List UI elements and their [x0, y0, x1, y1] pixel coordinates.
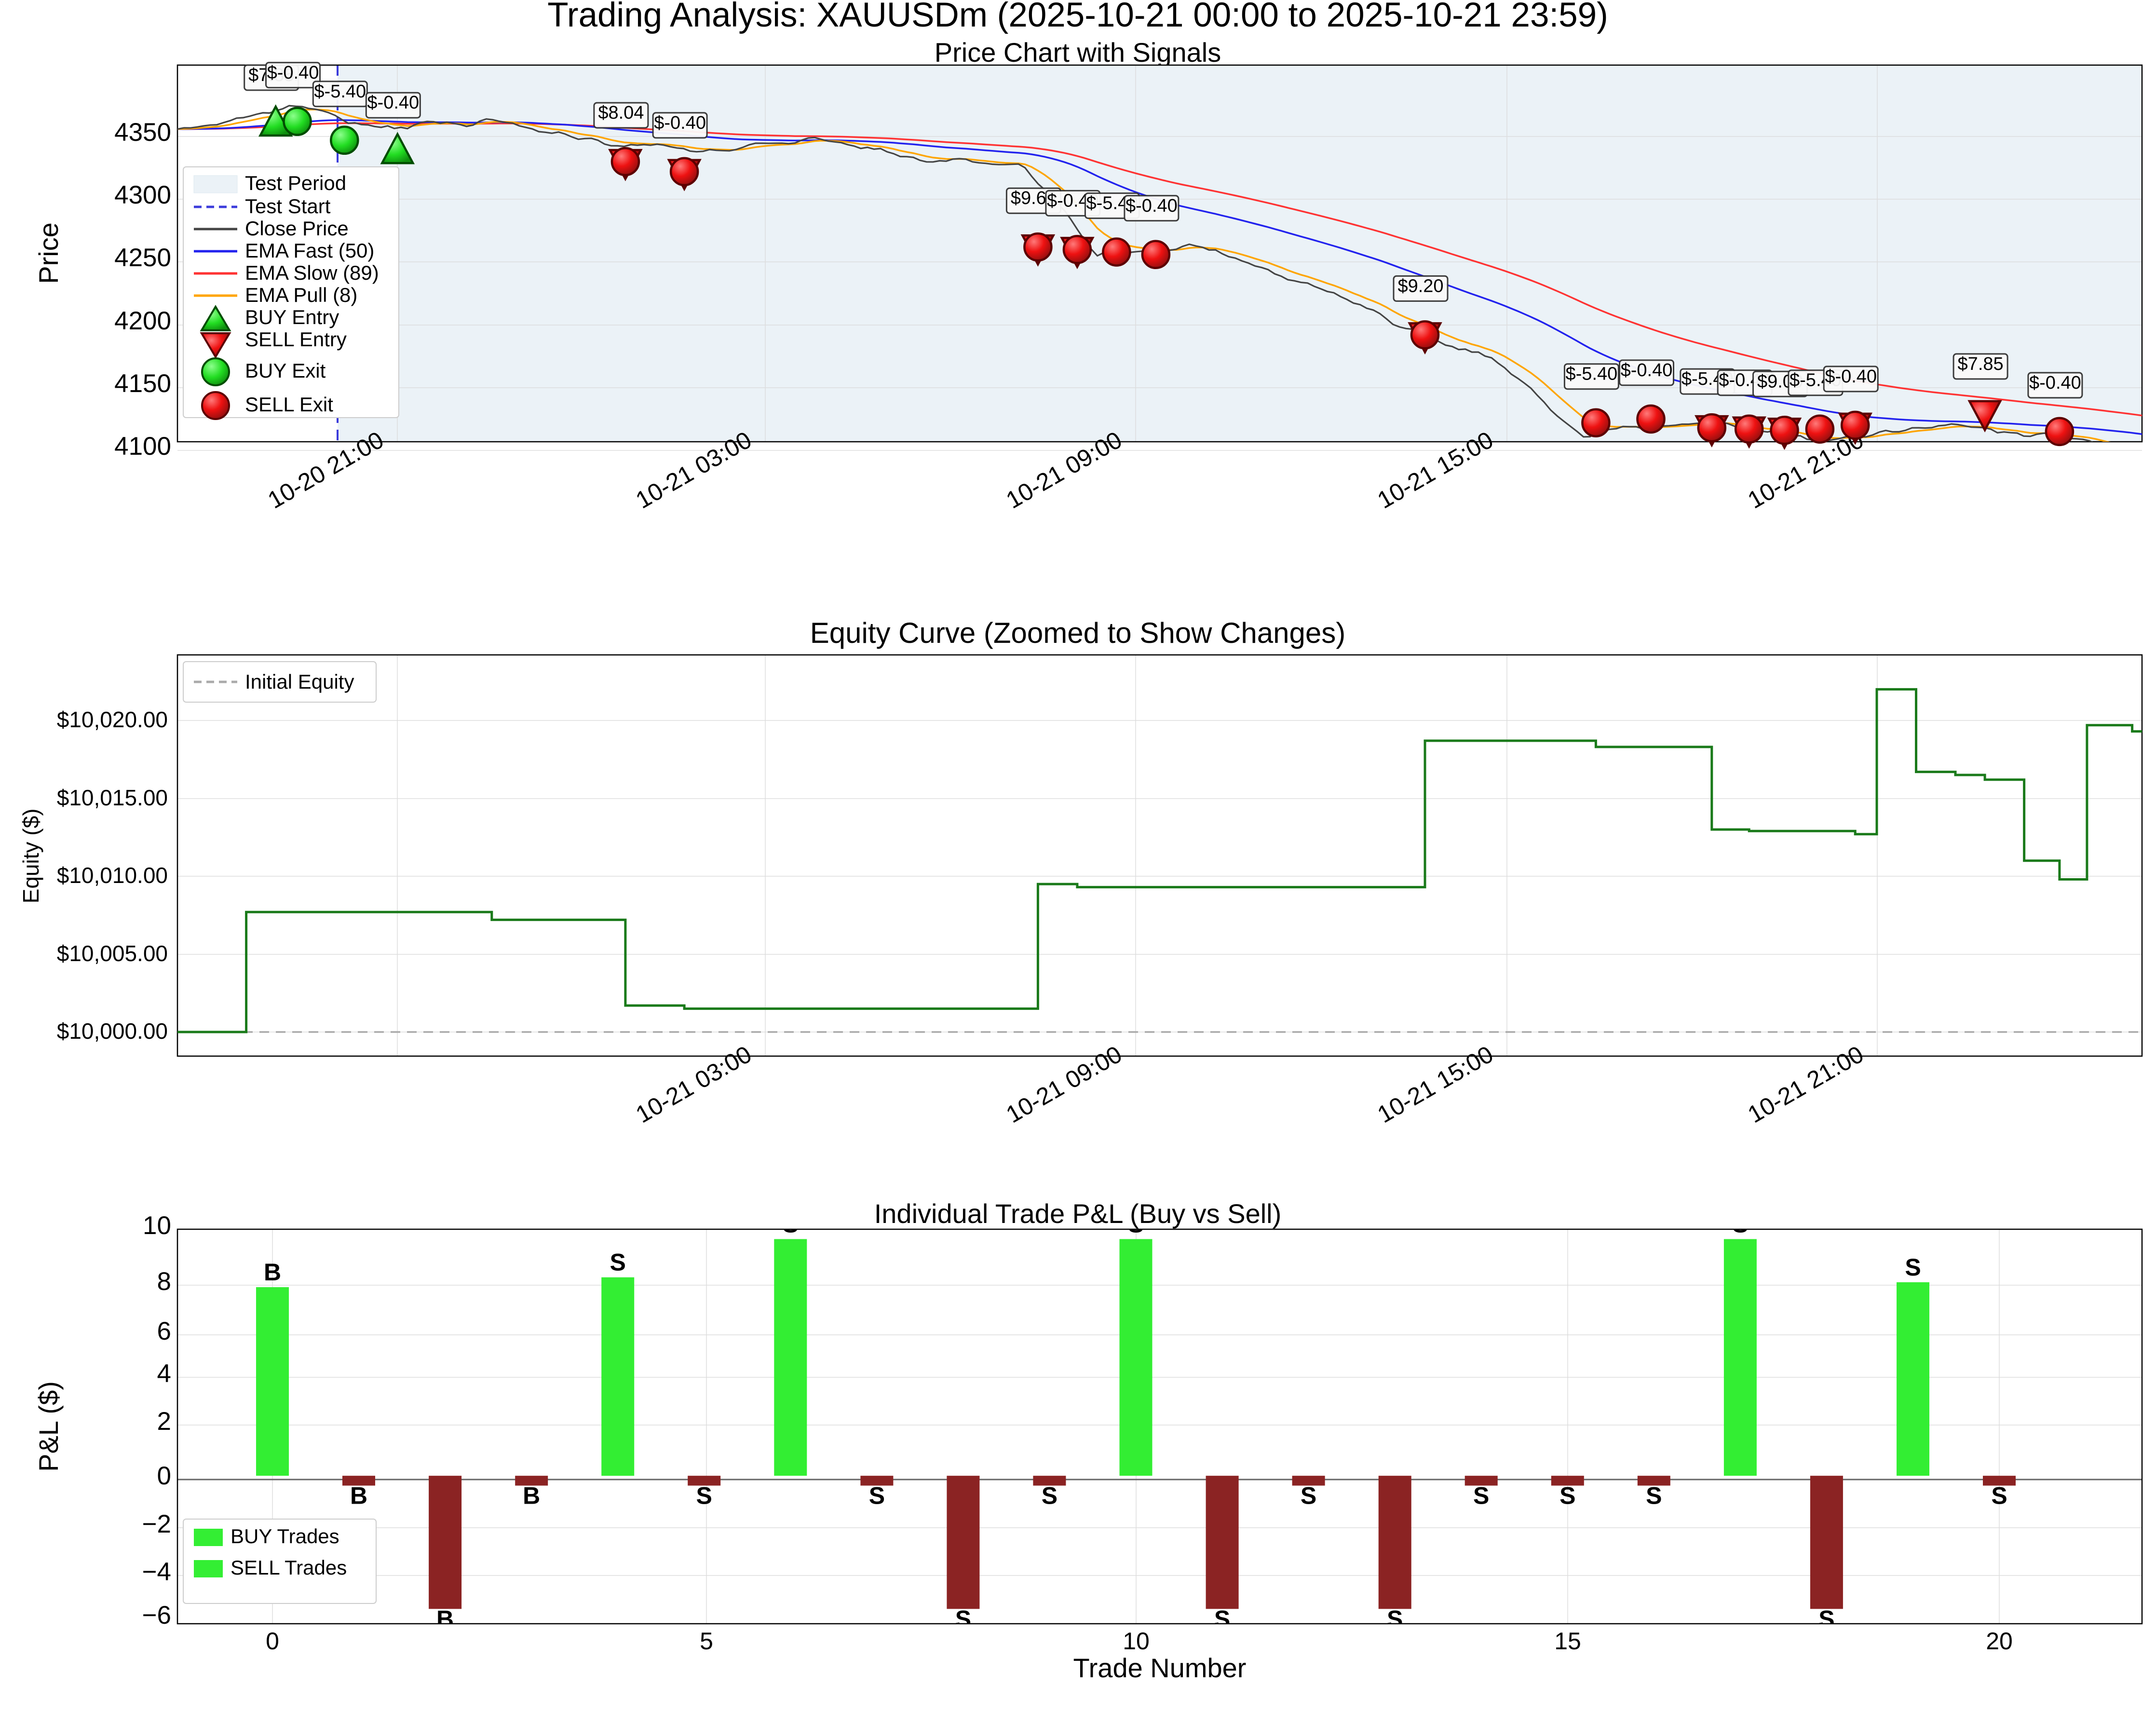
svg-text:BUY Trades: BUY Trades	[231, 1525, 339, 1548]
svg-text:4300: 4300	[114, 181, 171, 209]
svg-text:S: S	[1905, 1254, 1921, 1281]
svg-text:BUY Entry: BUY Entry	[245, 306, 339, 328]
svg-text:Close Price: Close Price	[245, 217, 349, 240]
svg-text:$10,010.00: $10,010.00	[57, 863, 168, 888]
svg-text:$-0.40: $-0.40	[654, 113, 706, 133]
svg-text:P&L ($): P&L ($)	[33, 1381, 64, 1472]
svg-text:S: S	[1991, 1482, 2007, 1509]
svg-text:4150: 4150	[114, 369, 171, 398]
svg-text:6: 6	[157, 1317, 171, 1345]
svg-text:Test Start: Test Start	[245, 195, 331, 217]
svg-text:0: 0	[266, 1628, 279, 1655]
svg-text:Test Period: Test Period	[245, 172, 346, 194]
svg-text:S: S	[1559, 1482, 1575, 1509]
svg-text:Trade Number: Trade Number	[1073, 1653, 1247, 1683]
svg-text:5: 5	[700, 1628, 713, 1655]
svg-text:SELL Exit: SELL Exit	[245, 393, 333, 416]
svg-text:S: S	[1301, 1482, 1316, 1509]
svg-text:$-5.40: $-5.40	[1566, 364, 1618, 384]
svg-text:4250: 4250	[114, 244, 171, 272]
svg-text:B: B	[264, 1259, 281, 1286]
svg-text:0: 0	[157, 1462, 171, 1490]
svg-text:$-0.40: $-0.40	[1621, 360, 1673, 380]
svg-text:Initial Equity: Initial Equity	[245, 670, 354, 693]
svg-text:S: S	[1473, 1482, 1489, 1509]
svg-text:$-0.40: $-0.40	[367, 93, 419, 113]
svg-text:Trading Analysis: XAUUSDm (202: Trading Analysis: XAUUSDm (2025-10-21 00…	[547, 0, 1608, 34]
svg-text:S: S	[696, 1482, 712, 1509]
svg-text:$-0.40: $-0.40	[2029, 373, 2081, 393]
svg-text:EMA Slow (89): EMA Slow (89)	[245, 261, 379, 284]
svg-text:SELL Trades: SELL Trades	[231, 1556, 347, 1579]
svg-text:$10,000.00: $10,000.00	[57, 1018, 168, 1044]
svg-text:2: 2	[157, 1407, 171, 1436]
svg-text:10: 10	[1123, 1628, 1150, 1655]
svg-text:4350: 4350	[114, 118, 171, 147]
svg-text:4: 4	[157, 1359, 171, 1388]
svg-text:SELL Entry: SELL Entry	[245, 328, 347, 351]
svg-text:$9.20: $9.20	[1397, 276, 1443, 296]
svg-text:$8.04: $8.04	[598, 103, 644, 123]
svg-text:$-0.40: $-0.40	[1825, 367, 1877, 387]
svg-text:−4: −4	[142, 1558, 171, 1586]
svg-text:$-5.40: $-5.40	[314, 81, 366, 102]
svg-text:−6: −6	[142, 1601, 171, 1630]
svg-text:BUY Exit: BUY Exit	[245, 359, 326, 382]
svg-text:S: S	[1646, 1482, 1662, 1509]
svg-text:15: 15	[1554, 1628, 1581, 1655]
svg-text:Price: Price	[33, 222, 64, 284]
svg-text:S: S	[869, 1482, 885, 1509]
svg-text:8: 8	[157, 1267, 171, 1296]
svg-text:Equity ($): Equity ($)	[18, 809, 43, 904]
svg-text:$10,005.00: $10,005.00	[57, 941, 168, 966]
svg-text:EMA Pull (8): EMA Pull (8)	[245, 284, 357, 306]
svg-text:4100: 4100	[114, 432, 171, 461]
svg-text:B: B	[523, 1482, 540, 1509]
svg-text:Price Chart with Signals: Price Chart with Signals	[935, 37, 1221, 68]
svg-text:$10,015.00: $10,015.00	[57, 785, 168, 810]
svg-text:4200: 4200	[114, 307, 171, 335]
svg-text:$7.85: $7.85	[1958, 354, 2004, 374]
svg-text:$-0.40: $-0.40	[267, 63, 319, 83]
svg-text:$-0.40: $-0.40	[1125, 196, 1178, 216]
svg-text:EMA Fast (50): EMA Fast (50)	[245, 239, 374, 262]
svg-text:$10,020.00: $10,020.00	[57, 707, 168, 732]
svg-text:S: S	[610, 1249, 626, 1276]
svg-text:B: B	[350, 1482, 367, 1509]
svg-text:S: S	[1042, 1482, 1058, 1509]
svg-text:−2: −2	[142, 1510, 171, 1538]
svg-text:20: 20	[1986, 1628, 2013, 1655]
svg-text:Individual Trade P&L (Buy vs S: Individual Trade P&L (Buy vs Sell)	[874, 1198, 1282, 1229]
svg-text:10: 10	[143, 1211, 171, 1240]
svg-text:Equity Curve (Zoomed to Show C: Equity Curve (Zoomed to Show Changes)	[810, 617, 1346, 649]
